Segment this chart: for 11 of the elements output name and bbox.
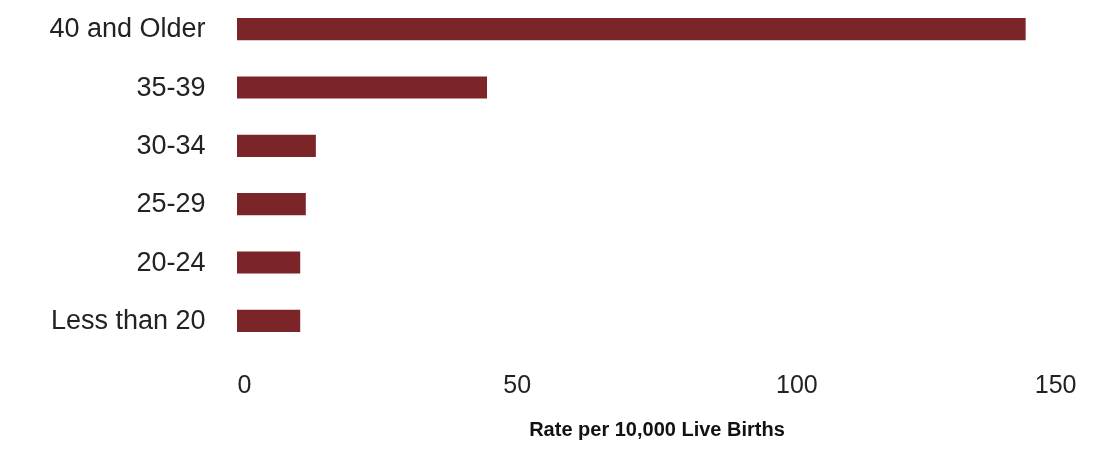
x-axis-title: Rate per 10,000 Live Births <box>529 417 785 440</box>
x-tick-label: 100 <box>775 369 818 398</box>
y-tick-label: Less than 20 <box>50 304 206 335</box>
y-tick-label: 40 and Older <box>49 13 206 44</box>
y-tick-label: 20-24 <box>136 246 206 277</box>
x-tick-label: 50 <box>503 369 532 398</box>
x-tick-label: 0 <box>237 369 252 398</box>
x-tick-label: 150 <box>1034 369 1077 398</box>
y-tick-label: 35-39 <box>136 71 206 102</box>
y-tick-label: 30-34 <box>136 129 206 160</box>
y-tick-label: 25-29 <box>136 188 206 219</box>
